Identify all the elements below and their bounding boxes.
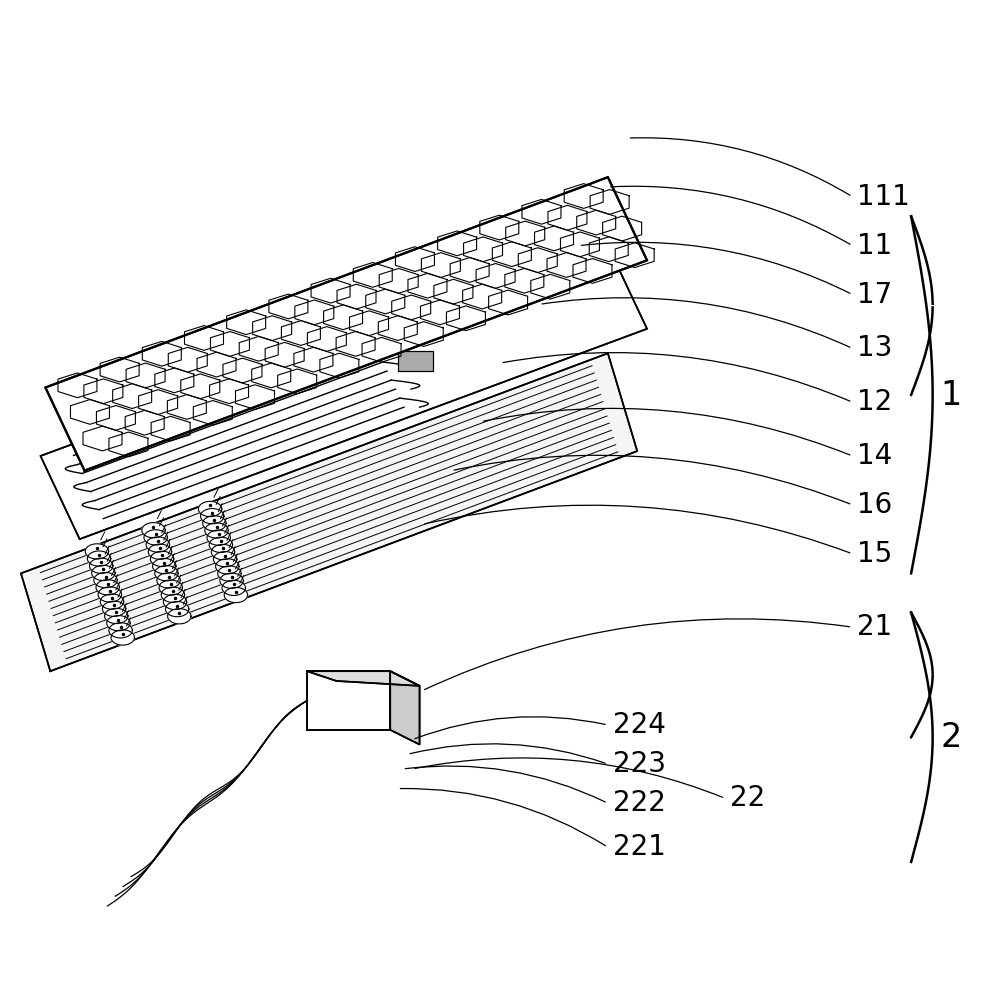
Polygon shape (205, 523, 229, 538)
Polygon shape (159, 580, 182, 595)
Text: 14: 14 (857, 442, 893, 470)
Polygon shape (87, 551, 111, 566)
Text: 11: 11 (857, 232, 893, 260)
Polygon shape (102, 601, 126, 616)
Polygon shape (45, 177, 647, 471)
Text: 2: 2 (941, 721, 961, 754)
Polygon shape (98, 587, 122, 602)
Polygon shape (100, 594, 124, 609)
Polygon shape (148, 544, 172, 559)
Polygon shape (220, 573, 243, 588)
Polygon shape (153, 558, 176, 574)
Polygon shape (225, 587, 247, 603)
Text: 13: 13 (857, 334, 893, 362)
Polygon shape (146, 537, 170, 552)
Polygon shape (111, 630, 134, 645)
Polygon shape (85, 544, 109, 559)
Polygon shape (168, 609, 191, 624)
Text: 221: 221 (613, 833, 666, 861)
Polygon shape (107, 616, 130, 631)
Polygon shape (200, 509, 224, 524)
Text: 22: 22 (730, 784, 765, 812)
Text: 21: 21 (857, 613, 893, 641)
Polygon shape (109, 623, 132, 638)
Polygon shape (150, 551, 174, 567)
Polygon shape (157, 573, 181, 588)
Text: 16: 16 (857, 491, 893, 519)
Polygon shape (40, 246, 647, 539)
Polygon shape (209, 537, 232, 552)
Polygon shape (89, 558, 113, 573)
Polygon shape (94, 572, 118, 588)
Polygon shape (144, 530, 168, 545)
Polygon shape (91, 565, 115, 581)
Text: 17: 17 (857, 281, 893, 309)
Polygon shape (307, 671, 420, 686)
Polygon shape (166, 601, 189, 617)
Text: 222: 222 (613, 789, 666, 817)
Polygon shape (155, 566, 179, 581)
Polygon shape (211, 544, 234, 560)
Polygon shape (207, 530, 231, 545)
Text: 111: 111 (857, 183, 910, 211)
Polygon shape (161, 587, 184, 602)
Polygon shape (307, 671, 390, 730)
Polygon shape (142, 523, 165, 538)
Polygon shape (218, 566, 241, 581)
Text: 12: 12 (857, 388, 893, 416)
Polygon shape (21, 353, 638, 671)
Polygon shape (198, 501, 222, 517)
Polygon shape (390, 671, 420, 745)
Text: 223: 223 (613, 750, 666, 778)
Text: 224: 224 (613, 711, 666, 739)
Polygon shape (216, 559, 239, 574)
Polygon shape (203, 516, 227, 531)
Text: 1: 1 (941, 379, 961, 412)
Polygon shape (222, 580, 245, 596)
Polygon shape (164, 594, 186, 610)
Text: 15: 15 (857, 540, 893, 568)
Polygon shape (105, 608, 128, 624)
Polygon shape (214, 552, 236, 567)
Polygon shape (96, 580, 120, 595)
Polygon shape (398, 351, 434, 371)
